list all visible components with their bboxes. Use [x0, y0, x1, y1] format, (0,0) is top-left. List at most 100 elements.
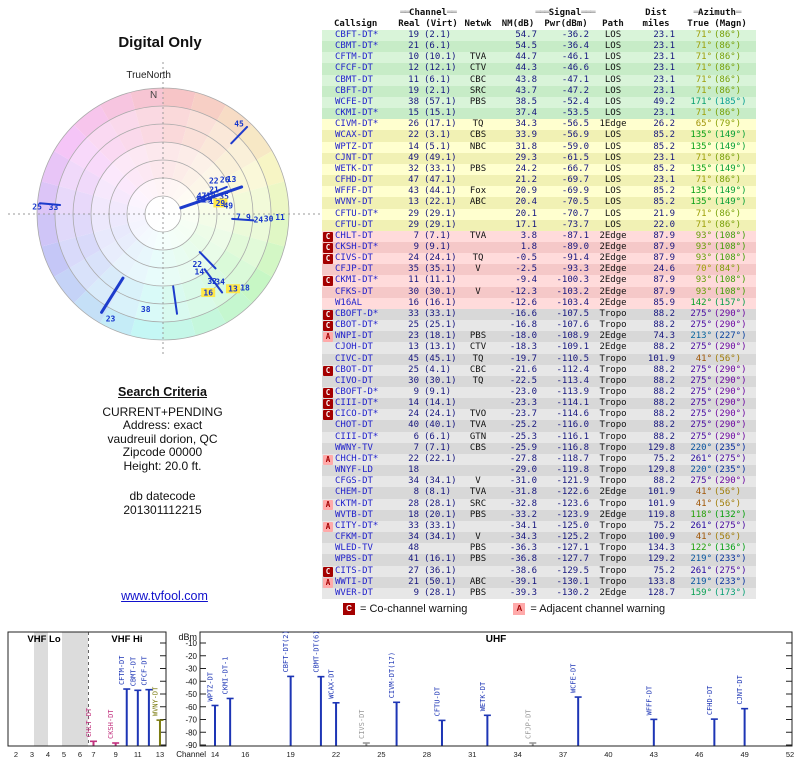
callsign-link[interactable]: CHEM-DT — [335, 487, 373, 498]
svg-text:-40: -40 — [185, 677, 197, 686]
magnetic-azimuth: (132°) — [714, 509, 747, 520]
callsign-link[interactable]: WPTZ-DT — [335, 141, 373, 152]
network: V — [475, 476, 481, 487]
nm-db: -34.1 — [509, 520, 537, 531]
spectrum-station: WETK-DT — [479, 681, 491, 746]
spectrum-station: CBMT-DT(6) — [312, 631, 325, 746]
signal-path: LOS — [604, 108, 622, 119]
callsign-link[interactable]: CBOT-DT* — [335, 320, 379, 331]
callsign-link[interactable]: WLED-TV — [335, 543, 373, 554]
callsign-link[interactable]: CBFT-DT — [335, 85, 373, 96]
callsign-link[interactable]: WVNY-DT — [335, 197, 373, 208]
svg-text:24: 24 — [254, 215, 264, 224]
table-row: WVTB-DT 18 (20.1) PBS -33.2 -123.9 2Edge 119.8 1… — [322, 509, 756, 521]
virtual-channel: (35.1) — [424, 264, 457, 275]
callsign-link[interactable]: CHCH-DT* — [335, 453, 379, 464]
callsign-link[interactable]: CFTM-DT — [335, 52, 373, 63]
callsign-link[interactable]: WETK-DT — [335, 163, 373, 174]
virtual-channel: (18.1) — [424, 331, 457, 342]
callsign-link[interactable]: CBMT-DT* — [335, 41, 379, 52]
distance-miles: 134.3 — [647, 543, 675, 554]
distance-miles: 85.2 — [653, 197, 675, 208]
callsign-link[interactable]: CBOT-DT — [335, 364, 373, 375]
callsign-link[interactable]: CFKM-DT — [335, 532, 373, 543]
callsign-link[interactable]: WVER-DT — [335, 587, 373, 598]
svg-text:34: 34 — [215, 278, 225, 287]
magnetic-azimuth: (86°) — [714, 175, 742, 186]
real-channel: 15 — [408, 108, 419, 119]
callsign-link[interactable]: CFKS-DT — [335, 286, 373, 297]
callsign-link[interactable]: CFTU-DT — [335, 219, 373, 230]
callsign-link[interactable]: CBOFT-D* — [335, 308, 379, 319]
callsign-link[interactable]: CJOH-DT — [335, 342, 373, 353]
callsign-link[interactable]: CKSH-DT* — [335, 241, 379, 252]
callsign-link[interactable]: CKTM-DT — [335, 498, 373, 509]
svg-text:WETK-DT: WETK-DT — [479, 681, 487, 711]
table-row: CIVC-DT 45 (45.1) TQ -19.7 -110.5 Tropo 101.9 41… — [322, 353, 756, 365]
network: SRC — [469, 498, 487, 509]
callsign-link[interactable]: CIVC-DT — [335, 353, 373, 364]
callsign-link[interactable]: CFHD-DT — [335, 175, 373, 186]
warning-cell: C — [322, 309, 334, 320]
tvfool-link[interactable]: www.tvfool.com — [121, 589, 208, 603]
callsign-link[interactable]: CIVM-DT* — [335, 119, 379, 130]
distance-miles: 23.1 — [653, 152, 675, 163]
true-azimuth: 135° — [690, 186, 712, 197]
callsign-link[interactable]: CJNT-DT — [335, 152, 373, 163]
callsign-link[interactable]: CITS-DT — [335, 565, 373, 576]
callsign-link[interactable]: WVTB-DT — [335, 509, 373, 520]
callsign-link[interactable]: CKMI-DT* — [335, 275, 379, 286]
distance-miles: 23.1 — [653, 85, 675, 96]
callsign-link[interactable]: WCFE-DT — [335, 96, 373, 107]
callsign-link[interactable]: CITY-DT* — [335, 520, 379, 531]
callsign-link[interactable]: CFGS-DT — [335, 476, 373, 487]
callsign-link[interactable]: WWNY-TV — [335, 442, 373, 453]
callsign-link[interactable]: WPBS-DT — [335, 554, 373, 565]
callsign-link[interactable]: WCAX-DT — [335, 130, 373, 141]
svg-text:52: 52 — [786, 750, 794, 759]
true-azimuth: 220° — [690, 465, 712, 476]
callsign-link[interactable]: CBFT-DT* — [335, 30, 379, 40]
callsign-link[interactable]: CFTU-DT* — [335, 208, 379, 219]
callsign-link[interactable]: CIII-DT* — [335, 431, 379, 442]
virtual-channel: (9.1) — [424, 241, 452, 252]
adjacent-channel-warning-marker: A — [323, 454, 333, 465]
callsign-link[interactable]: W16AL — [335, 297, 363, 308]
table-row: C CIII-DT* 14 (14.1) -23.3 -114.1 Tropo 88.2 275… — [322, 398, 756, 410]
callsign-link[interactable]: CKMI-DT* — [335, 108, 379, 119]
callsign-link[interactable]: CIVO-DT — [335, 375, 373, 386]
real-channel: 26 — [408, 119, 419, 130]
warning-cell — [322, 298, 334, 309]
svg-text:CKMI-DT-1: CKMI-DT-1 — [222, 657, 230, 695]
callsign-link[interactable]: CFJP-DT — [335, 264, 373, 275]
callsign-link[interactable]: CFCF-DT — [335, 63, 373, 74]
callsign-link[interactable]: WFFF-DT — [335, 186, 373, 197]
adjacent-channel-warning-marker: A — [323, 499, 333, 510]
callsign-link[interactable]: CHLT-DT — [335, 230, 373, 241]
warning-cell — [322, 465, 334, 476]
true-azimuth: 122° — [690, 543, 712, 554]
signal-path: LOS — [604, 208, 622, 219]
nm-db: -23.3 — [509, 398, 537, 409]
callsign-link[interactable]: CBOFT-D* — [335, 387, 379, 397]
callsign-link[interactable]: WNPI-DT — [335, 331, 373, 342]
warning-cell — [322, 153, 334, 164]
power-dbm: -69.7 — [561, 175, 589, 186]
power-dbm: -52.4 — [561, 96, 589, 107]
col-header-nm: NM(dB) — [501, 19, 535, 29]
callsign-link[interactable]: CICO-DT* — [335, 409, 379, 420]
virtual-channel: (34.1) — [424, 532, 457, 543]
svg-text:7: 7 — [236, 212, 241, 221]
co-channel-warning-marker: C — [323, 566, 333, 577]
table-row: CHEM-DT 8 (8.1) TVA -31.8 -122.6 2Edge 101.9 41°… — [322, 487, 756, 499]
callsign-link[interactable]: CIVS-DT — [335, 253, 373, 264]
callsign-link[interactable]: CIII-DT* — [335, 398, 379, 409]
callsign-link[interactable]: WNYF-LD — [335, 465, 373, 476]
callsign-link[interactable]: CBMT-DT — [335, 74, 373, 85]
magnetic-azimuth: (290°) — [714, 342, 747, 353]
callsign-link[interactable]: CHOT-DT — [335, 420, 373, 431]
callsign-link[interactable]: WWTI-DT — [335, 576, 373, 587]
svg-text:UHF: UHF — [486, 634, 507, 645]
power-dbm: -47.1 — [561, 74, 589, 85]
table-column-headers: Callsign Real (Virt) Netwk NM(dB) Pwr(dB… — [322, 19, 756, 30]
